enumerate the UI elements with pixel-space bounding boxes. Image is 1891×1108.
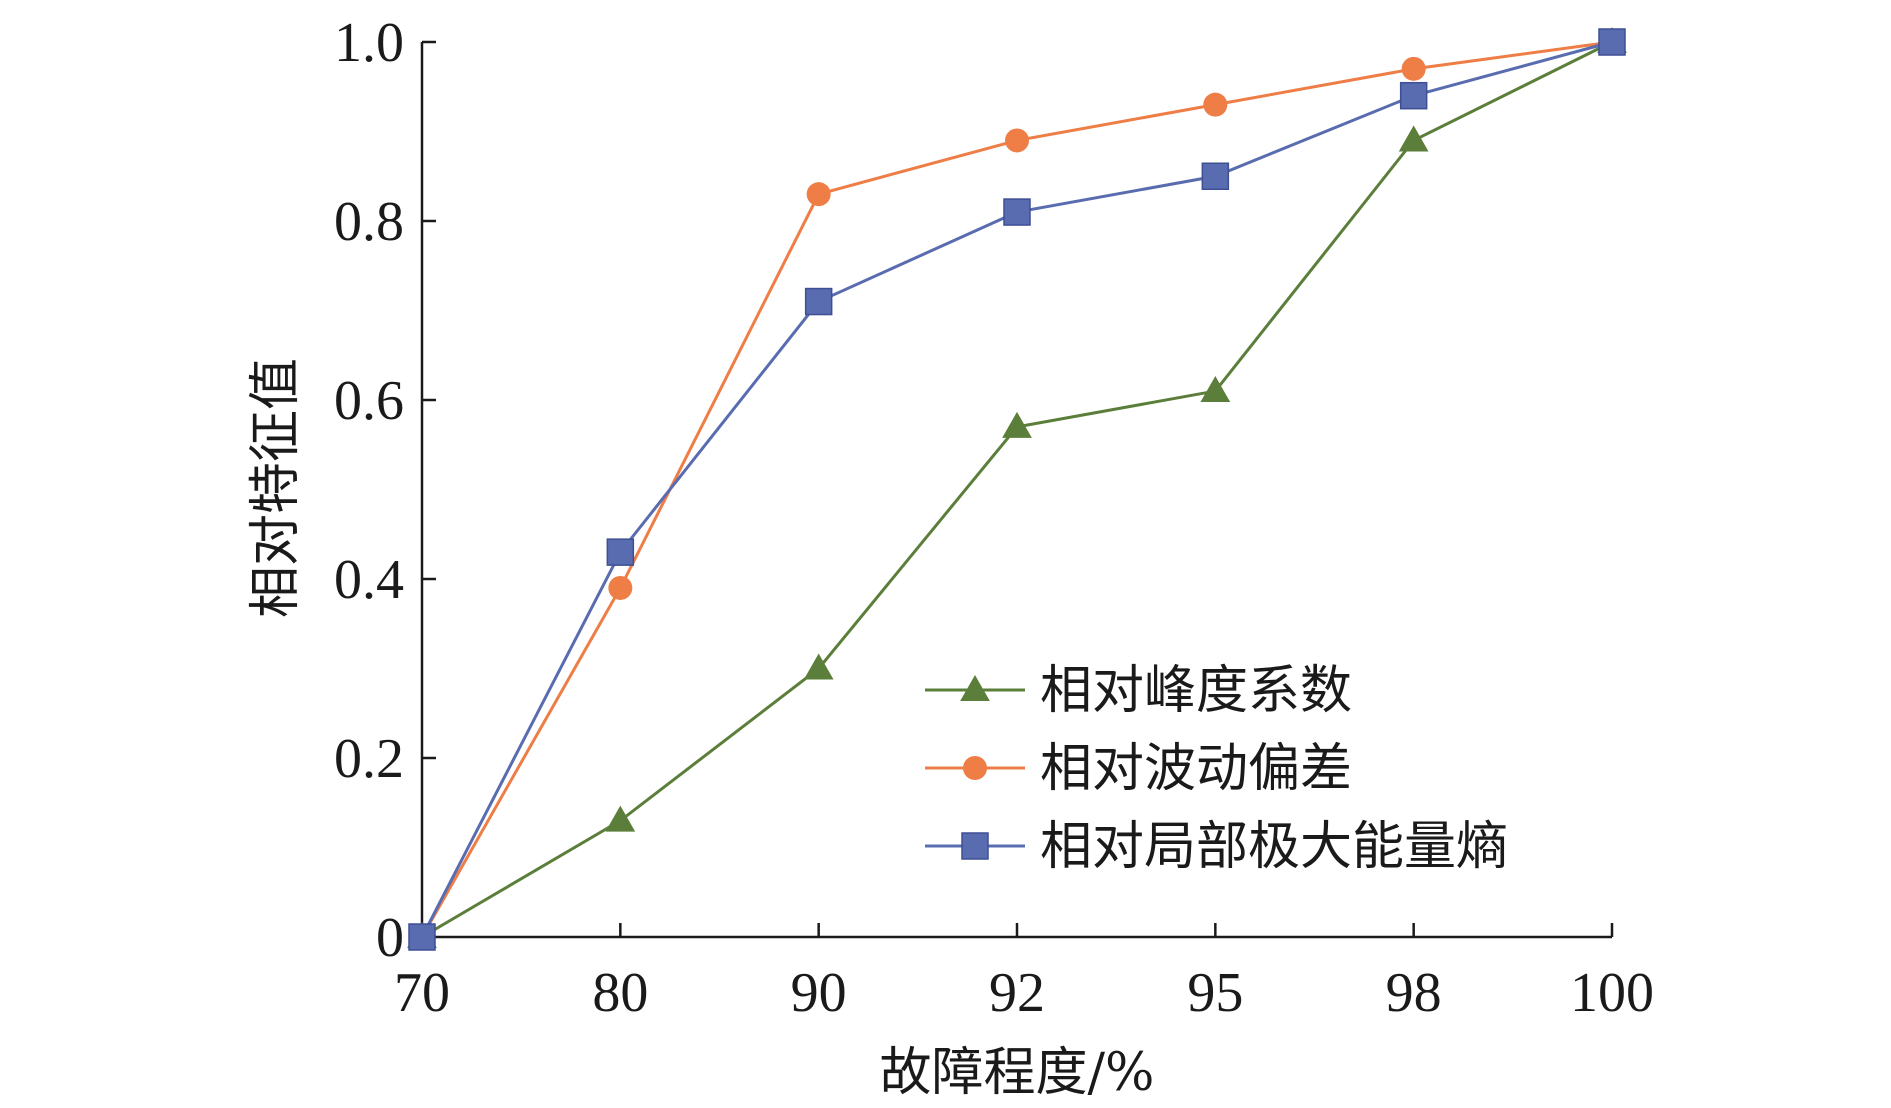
y-axis-title: 相对特征值 — [246, 358, 306, 618]
series-1-point — [1002, 411, 1032, 438]
legend-item: 相对峰度系数 — [925, 661, 1352, 721]
legend-label: 相对局部极大能量熵 — [1040, 817, 1508, 877]
series-2-line — [420, 40, 1613, 938]
series-3-point — [804, 287, 833, 316]
series-3-point — [1598, 28, 1626, 56]
y-tick-label: 1.0 — [334, 12, 404, 74]
series-3-line — [420, 40, 1613, 938]
series-2 — [410, 30, 1624, 949]
series-2-point — [806, 182, 831, 207]
legend-swatch-marker — [961, 832, 989, 860]
x-tick-label: 98 — [1386, 962, 1442, 1024]
series-1-line — [421, 40, 1613, 939]
y-tick-label: 0.4 — [334, 549, 404, 611]
axes — [420, 42, 1612, 939]
series-1 — [407, 26, 1627, 948]
x-tick-label: 80 — [592, 962, 648, 1024]
legend-swatch-marker — [960, 674, 990, 701]
y-tick-label: 0.6 — [334, 370, 404, 432]
y-tick-label: 0 — [376, 907, 404, 969]
series-2-point — [1401, 56, 1426, 81]
legend-item: 相对波动偏差 — [925, 739, 1352, 799]
y-ticks: 0 0.2 0.4 0.6 0.8 1.0 — [334, 12, 436, 969]
series-1-point — [1200, 376, 1231, 403]
series-3-point — [408, 923, 436, 951]
x-tick-label: 100 — [1570, 962, 1654, 1024]
series-layer — [407, 26, 1627, 951]
series-1-point — [605, 805, 636, 832]
series-3-point — [606, 538, 635, 566]
x-tick-label: 92 — [989, 962, 1045, 1024]
x-tick-label: 90 — [791, 962, 847, 1024]
series-2-point — [1203, 92, 1228, 117]
x-tick-label: 70 — [394, 962, 450, 1024]
series-3-point — [1003, 198, 1031, 226]
x-ticks: 70 80 90 92 95 98 100 — [394, 923, 1654, 1024]
legend-label: 相对峰度系数 — [1040, 661, 1352, 721]
x-axis-title: 故障程度/% — [880, 1043, 1155, 1103]
series-1-point — [803, 653, 834, 680]
series-3-point — [1399, 81, 1428, 110]
legend-label: 相对波动偏差 — [1040, 739, 1352, 799]
series-1-point — [1398, 125, 1429, 152]
x-tick-label: 95 — [1187, 962, 1243, 1024]
series-2-point — [1005, 128, 1029, 153]
legend-item: 相对局部极大能量熵 — [925, 817, 1508, 877]
series-3-point — [1201, 162, 1230, 190]
series-2-point — [608, 575, 633, 600]
y-tick-label: 0.2 — [334, 728, 404, 790]
series-3 — [408, 28, 1626, 951]
y-tick-label: 0.8 — [334, 191, 404, 253]
legend-swatch-marker — [963, 756, 987, 780]
